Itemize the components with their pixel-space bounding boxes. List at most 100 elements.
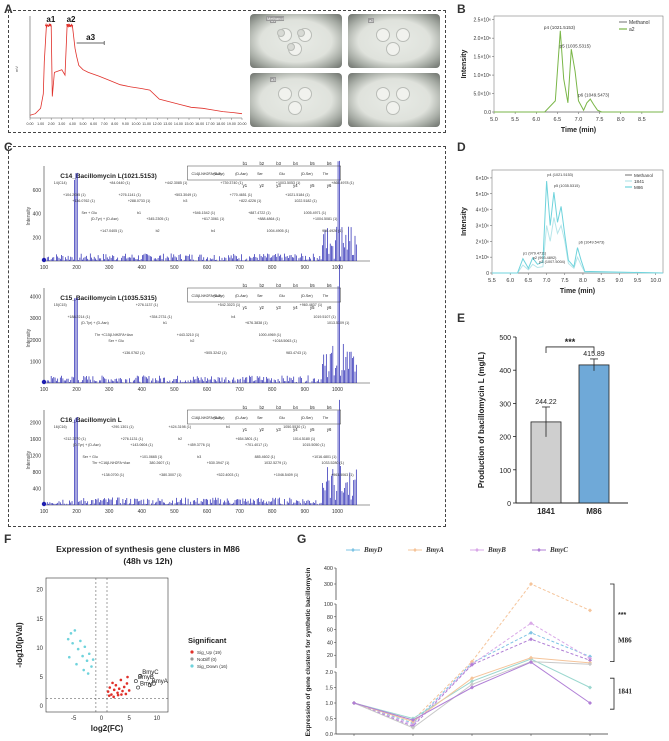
- category-label: M86: [586, 507, 602, 516]
- peak-annotation: 1015.5050 (1): [302, 443, 324, 447]
- series-line-1841: [492, 218, 663, 274]
- residue-label: (D-Ser): [301, 416, 313, 420]
- x-tick-label: 500: [170, 387, 179, 393]
- point-down: [88, 652, 91, 655]
- peak-annotation: Ser + Glu: [82, 211, 97, 215]
- peak-annotation: +530.3947 (1): [207, 461, 229, 465]
- legend-label: Sig_Down (16): [197, 664, 228, 669]
- y-tick-label: 400: [33, 212, 42, 218]
- peak-annotation: +276.1137 (1): [136, 303, 158, 307]
- x-tick-label: 7.0: [575, 117, 583, 123]
- x-tick-label: 7.5: [596, 117, 604, 123]
- residue-label: Thr: [323, 416, 329, 420]
- peak-annotation: 16(C16): [54, 425, 67, 429]
- x-tick-label: 100: [40, 509, 49, 515]
- inhibition-zone: [396, 28, 410, 42]
- x-tick-label: 5.00: [80, 122, 87, 126]
- x-tick-label: 8.00: [111, 122, 118, 126]
- y-tick-label: 1×10⁶: [476, 255, 489, 261]
- b-ion-label: b4: [293, 283, 298, 288]
- point-down: [84, 645, 87, 648]
- point-down: [82, 669, 85, 672]
- y-axis-title: Intensity: [26, 206, 32, 225]
- point-up: [112, 696, 115, 699]
- x-tick-label: 600: [203, 387, 212, 393]
- peak-annotation: +963.5063 (1): [331, 473, 353, 477]
- peak-annotation: 1013.5109 (1): [327, 321, 349, 325]
- residue-label: Glu: [279, 416, 285, 420]
- peak-annotation: +459.3776 (1): [188, 443, 210, 447]
- point-up: [111, 682, 114, 685]
- y-ion-label: y3: [276, 305, 281, 310]
- peak-annotation: +188.2214 (1): [67, 315, 89, 319]
- peak-annotation: +276.1131 (1): [121, 437, 143, 441]
- y-tick-label: 400: [33, 486, 42, 492]
- y-tick-label: 1200: [30, 453, 41, 459]
- x-tick-label: 600: [203, 509, 212, 515]
- peak-annotation: +84.0440 (1): [109, 181, 129, 185]
- point-down: [74, 629, 77, 632]
- x-tick-label: 11.00: [142, 122, 151, 126]
- x-tick-label: 7.00: [101, 122, 108, 126]
- y-ion-label: y3: [276, 427, 281, 432]
- point-up: [118, 687, 121, 690]
- peak-annotation: b2: [156, 229, 160, 233]
- b-ion-label: b2: [259, 405, 264, 410]
- x-tick-label: 600: [203, 265, 212, 271]
- x-tick-label: 8.5: [597, 278, 605, 284]
- b-ion-label: b1: [243, 283, 248, 288]
- y-tick-label: 3000: [30, 316, 41, 322]
- plate-label: a2: [368, 18, 374, 23]
- y-tick-label: 40: [327, 640, 333, 646]
- series-line-1841-bmyb: [354, 662, 590, 728]
- y-axis-title: Intensity: [461, 207, 468, 236]
- peak-annotation: +1018.5063 (1): [272, 339, 296, 343]
- inhibition-zone: [297, 29, 305, 37]
- significance-stars: ***: [565, 337, 576, 347]
- point-down: [77, 648, 80, 651]
- residue-label: (D-Asn): [235, 416, 247, 420]
- x-tick-label: 700: [235, 265, 244, 271]
- x-tick-label: 400: [138, 509, 147, 515]
- x-tick-label: 900: [301, 509, 310, 515]
- inhibition-zone: [277, 29, 285, 37]
- legend-label: NoDiff (0): [197, 657, 217, 662]
- x-tick-label: 200: [72, 265, 81, 271]
- x-tick-label: 5.5: [488, 278, 496, 284]
- series-line-M86-bmyb: [354, 623, 590, 725]
- y-tick-label: 2000: [30, 420, 41, 426]
- peak-annotation: +739.3740 (1): [220, 181, 242, 185]
- plot-title: Expression of synthesis gene clusters in…: [56, 544, 240, 554]
- peak-annotation: +1046.5409 (1): [274, 473, 298, 477]
- x-axis-title: Time (min): [560, 288, 595, 295]
- x-tick-label: 10.00: [132, 122, 141, 126]
- peak-annotation: +276.1141 (1): [119, 193, 141, 197]
- peak-annotation: 983.4743 (1): [286, 351, 306, 355]
- legend-label: BmyD: [363, 546, 382, 554]
- panel-e-bar-chart: 0100200300400500Production of bacillomyc…: [458, 315, 669, 530]
- point-down: [75, 663, 78, 666]
- y-ion-label: y6: [327, 427, 332, 432]
- x-tick-label: 4.00: [69, 122, 76, 126]
- y-tick-label: 5.0×10⁵: [473, 92, 491, 98]
- series-marker: [529, 631, 533, 635]
- peak-annotation: Ser + Glu: [108, 339, 123, 343]
- x-tick-label: 100: [40, 265, 49, 271]
- x-axis-title: Time (min): [561, 127, 596, 134]
- bracket-m86: [610, 584, 614, 662]
- y-axis-title: Intensity: [461, 50, 468, 79]
- annotation-a3: a3: [86, 33, 95, 42]
- peak-annotation: +888.4864 (1): [257, 217, 279, 221]
- y-ion-label: y5: [310, 427, 315, 432]
- origin-marker: [42, 258, 46, 262]
- y-tick-label: 1.5: [325, 686, 333, 692]
- y-axis-title: Production of bacillomycin L (mg/L): [477, 352, 486, 489]
- y-tick-label: 1.5×10⁶: [474, 55, 492, 61]
- peak-annotation: 885.4602 (1): [255, 455, 275, 459]
- legend-marker: [537, 548, 541, 552]
- point-up: [107, 690, 110, 693]
- y-tick-label: 15: [36, 617, 43, 623]
- peak-annotation: +354.2731 (1): [149, 315, 171, 319]
- x-tick-label: 700: [235, 387, 244, 393]
- chromatogram-line: [30, 26, 242, 116]
